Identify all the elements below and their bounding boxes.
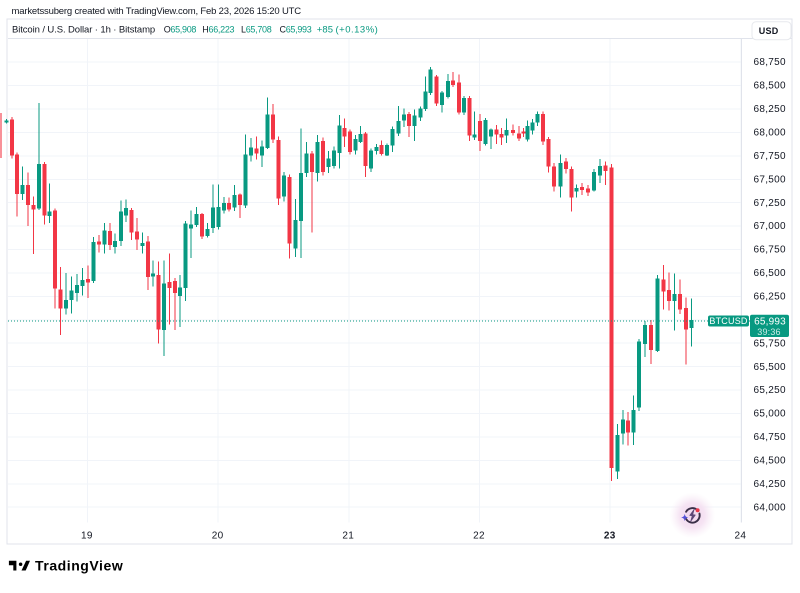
svg-text:Bitcoin / U.S. Dollar · 1h · B: Bitcoin / U.S. Dollar · 1h · Bitstamp [12, 24, 155, 35]
svg-text:C65,993: C65,993 [280, 24, 312, 34]
svg-text:BTCUSD: BTCUSD [709, 316, 748, 326]
svg-text:L65,708: L65,708 [241, 24, 272, 34]
svg-text:66,750: 66,750 [754, 245, 787, 256]
svg-text:64,750: 64,750 [754, 432, 787, 443]
svg-text:TradingView: TradingView [35, 557, 123, 573]
svg-text:22: 22 [473, 531, 485, 542]
svg-text:66,500: 66,500 [754, 268, 787, 279]
svg-text:68,500: 68,500 [754, 81, 787, 92]
svg-text:64,250: 64,250 [754, 479, 787, 490]
svg-text:(+0.13%): (+0.13%) [336, 24, 379, 35]
svg-text:68,000: 68,000 [754, 128, 787, 139]
svg-text:68,250: 68,250 [754, 104, 787, 115]
svg-text:66,250: 66,250 [754, 292, 787, 303]
svg-text:67,500: 67,500 [754, 174, 787, 185]
svg-text:68,750: 68,750 [754, 57, 787, 68]
svg-text:marketssuberg created with Tra: marketssuberg created with TradingView.c… [12, 6, 302, 17]
svg-text:+85: +85 [317, 24, 333, 35]
svg-text:39:36: 39:36 [757, 327, 781, 337]
svg-text:64,500: 64,500 [754, 456, 787, 467]
svg-text:67,750: 67,750 [754, 151, 787, 162]
svg-text:24: 24 [735, 531, 747, 542]
svg-text:21: 21 [342, 531, 354, 542]
svg-text:67,000: 67,000 [754, 221, 787, 232]
svg-text:H66,223: H66,223 [202, 24, 234, 34]
svg-text:USD: USD [759, 26, 779, 36]
svg-text:19: 19 [81, 531, 93, 542]
svg-text:65,250: 65,250 [754, 385, 787, 396]
svg-text:64,000: 64,000 [754, 502, 787, 513]
svg-text:O65,908: O65,908 [164, 24, 197, 34]
svg-text:65,750: 65,750 [754, 338, 787, 349]
svg-text:65,000: 65,000 [754, 409, 787, 420]
svg-text:23: 23 [604, 531, 616, 542]
svg-text:65,993: 65,993 [754, 316, 786, 327]
svg-text:67,250: 67,250 [754, 198, 787, 209]
svg-text:65,500: 65,500 [754, 362, 787, 373]
svg-text:20: 20 [212, 531, 224, 542]
